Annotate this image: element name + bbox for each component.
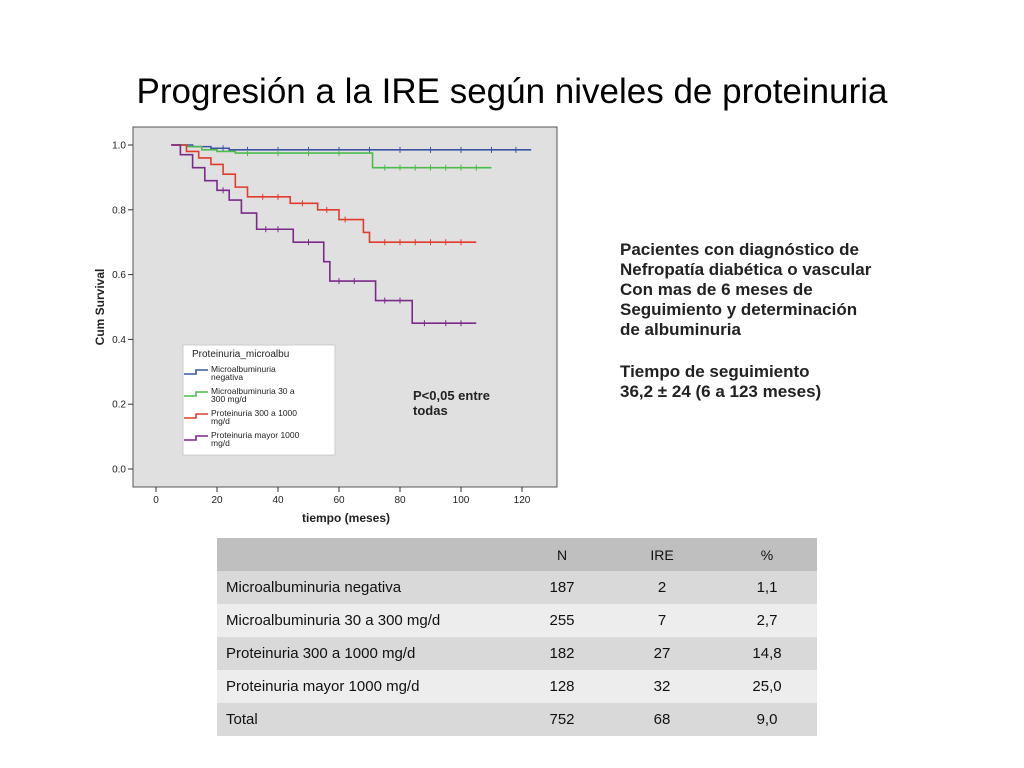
x-tick-label: 80 [394,495,406,506]
legend-entry: mg/d [211,416,230,426]
y-tick-label: 0.2 [112,400,126,411]
series-line-3 [171,144,477,243]
p-value-annotation: todas [413,403,448,418]
y-tick-label: 0.8 [112,205,126,216]
legend-swatch [184,391,208,397]
row-percent: 9,0 [717,703,817,736]
row-label: Microalbuminuria negativa [217,571,517,604]
legend-swatch [184,413,208,419]
criteria-line: de albuminuria [620,320,741,339]
y-tick-label: 0.4 [112,335,126,346]
criteria-line: Nefropatía diabética o vascular [620,260,872,279]
criteria-line: Seguimiento y determinación [620,300,858,319]
legend-entry: mg/d [211,438,230,448]
y-axis-label: Cum Survival [93,269,107,346]
row-ire: 27 [607,637,717,670]
table-header-row: N IRE % [217,538,817,571]
legend-entry: negativa [211,372,243,382]
header-n: N [517,538,607,571]
criteria-line: Pacientes con diagnóstico de [620,240,860,259]
legend-entry: 300 mg/d [211,394,247,404]
x-tick-label: 0 [153,495,159,506]
legend-entry: Proteinuria mayor 1000 [211,430,300,440]
table-row: Proteinuria mayor 1000 mg/d 128 32 25,0 [217,670,817,703]
criteria-line: Con mas de 6 meses de [620,280,813,299]
legend-box [182,344,336,456]
legend-entry: Microalbuminuria 30 a [211,386,295,396]
row-percent: 1,1 [717,571,817,604]
slide-title: Progresión a la IRE según niveles de pro… [136,72,888,111]
row-percent: 14,8 [717,637,817,670]
row-ire: 2 [607,571,717,604]
results-table: N IRE % Microalbuminuria negativa 187 2 … [217,538,817,736]
row-percent: 25,0 [717,670,817,703]
study-info: Pacientes con diagnóstico de Nefropatía d… [620,240,960,402]
header-ire: IRE [607,538,717,571]
row-ire: 32 [607,670,717,703]
table-row: Microalbuminuria negativa 187 2 1,1 [217,571,817,604]
header-percent: % [717,538,817,571]
chart-legend: Proteinuria_microalbu Microalbuminurianeg… [182,344,336,456]
table-row: Proteinuria 300 a 1000 mg/d 182 27 14,8 [217,637,817,670]
follow-up-line: Tiempo de seguimiento [620,362,810,381]
x-tick-label: 120 [514,495,531,506]
row-n: 255 [517,604,607,637]
y-tick-label: 1.0 [112,141,126,152]
row-label: Total [217,703,517,736]
x-tick-label: 40 [272,495,284,506]
row-percent: 2,7 [717,604,817,637]
y-tick-label: 0.0 [112,465,126,476]
follow-up-line: 36,2 ± 24 (6 a 123 meses) [620,382,822,401]
row-n: 752 [517,703,607,736]
row-ire: 7 [607,604,717,637]
legend-entry: Proteinuria 300 a 1000 [211,408,297,418]
y-tick-label: 0.6 [112,270,126,281]
follow-up-time: Tiempo de seguimiento 36,2 ± 24 (6 a 123 … [620,362,960,402]
legend-swatch [184,435,208,441]
chart-series [171,144,532,327]
inclusion-criteria: Pacientes con diagnóstico de Nefropatía d… [620,240,960,340]
legend-entry: Microalbuminuria [211,364,276,374]
legend-title: Proteinuria_microalbu [192,349,289,360]
row-n: 182 [517,637,607,670]
row-ire: 68 [607,703,717,736]
series-line-1 [171,144,532,151]
x-tick-label: 60 [333,495,345,506]
chart-axes: 0 20 40 60 80 100 120 0.0 0.2 0.4 0.6 0.8 1.0 tiempo … [93,141,531,526]
row-label: Proteinuria mayor 1000 mg/d [217,670,517,703]
x-tick-label: 20 [211,495,223,506]
row-label: Microalbuminuria 30 a 300 mg/d [217,604,517,637]
row-n: 187 [517,571,607,604]
series-line-4 [171,144,477,324]
table-row: Microalbuminuria 30 a 300 mg/d 255 7 2,7 [217,604,817,637]
table-row-total: Total 752 68 9,0 [217,703,817,736]
p-value-annotation: P<0,05 entre [413,388,490,403]
header-label [217,538,517,571]
x-tick-label: 100 [453,495,470,506]
legend-swatch [184,369,208,375]
row-label: Proteinuria 300 a 1000 mg/d [217,637,517,670]
x-axis-label: tiempo (meses) [302,511,390,525]
row-n: 128 [517,670,607,703]
